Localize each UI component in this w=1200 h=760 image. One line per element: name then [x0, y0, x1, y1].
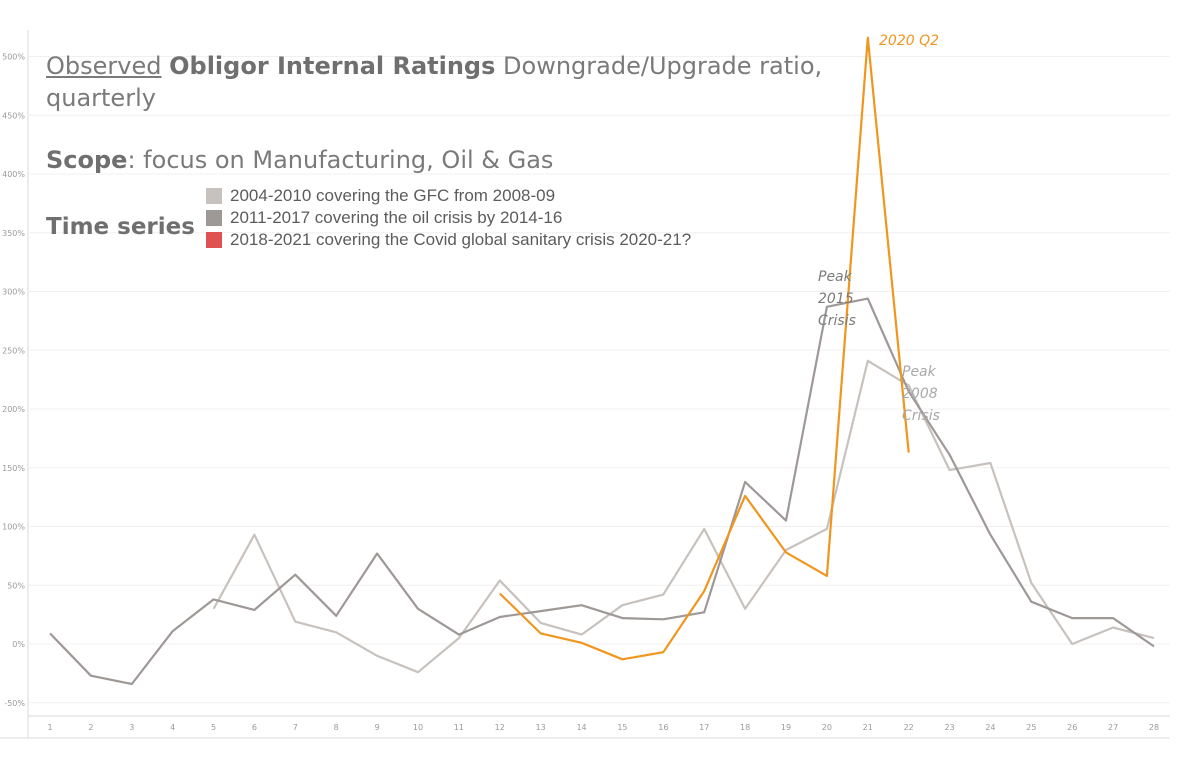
x-tick-label: 25	[1026, 723, 1036, 732]
x-tick-label: 3	[129, 723, 134, 732]
annotation-peak-2008: Peak 2008 Crisis	[902, 361, 940, 427]
y-tick-label: 450%	[2, 111, 25, 120]
legend-swatch-2004-2010	[206, 188, 222, 204]
x-tick-label: 18	[740, 723, 750, 732]
y-tick-label: 250%	[2, 346, 25, 355]
x-tick-label: 27	[1108, 723, 1118, 732]
x-tick-label: 12	[495, 723, 505, 732]
series-line-0	[212, 359, 1155, 674]
legend-swatch-2018-2021	[206, 232, 222, 248]
legend-title: Time series	[46, 214, 195, 240]
x-tick-label: 4	[170, 723, 175, 732]
scope-desc: : focus on Manufacturing, Oil & Gas	[127, 146, 554, 174]
x-tick-label: 11	[454, 723, 464, 732]
y-tick-label: 400%	[2, 170, 25, 179]
y-tick-label: 50%	[7, 581, 25, 590]
title-observed: Observed	[46, 52, 162, 80]
annotation-peak-2015-line3: Crisis	[818, 313, 856, 329]
x-tick-label: 19	[781, 723, 791, 732]
annotation-peak-2008-line3: Crisis	[902, 408, 940, 424]
annotation-peak-2015: Peak 2015 Crisis	[818, 266, 856, 332]
y-tick-label: 100%	[2, 523, 25, 532]
title-rest: Downgrade/Upgrade ratio,	[503, 52, 823, 80]
y-tick-label: -50%	[4, 699, 25, 708]
y-tick-label: 150%	[2, 464, 25, 473]
x-tick-label: 9	[375, 723, 380, 732]
legend-label-2011-2017: 2011-2017 covering the oil crisis by 201…	[230, 208, 563, 227]
x-tick-label: 1	[47, 723, 52, 732]
series-line-1	[49, 297, 1155, 686]
y-tick-label: 200%	[2, 405, 25, 414]
x-tick-label: 23	[944, 723, 954, 732]
legend-item-2011-2017: 2011-2017 covering the oil crisis by 201…	[206, 207, 691, 229]
y-tick-label: 0%	[12, 640, 25, 649]
x-tick-label: 24	[985, 723, 995, 732]
x-tick-label: 10	[413, 723, 423, 732]
x-tick-label: 21	[863, 723, 873, 732]
y-tick-label: 350%	[2, 229, 25, 238]
x-tick-label: 22	[904, 723, 914, 732]
scope-text: Scope: focus on Manufacturing, Oil & Gas	[46, 146, 553, 174]
x-tick-label: 6	[252, 723, 257, 732]
y-tick-label: 300%	[2, 288, 25, 297]
annotation-2020-q2: 2020 Q2	[879, 33, 940, 49]
x-tick-label: 26	[1067, 723, 1077, 732]
x-tick-label: 2	[88, 723, 93, 732]
scope-label: Scope	[46, 146, 128, 174]
title-bold: Obligor Internal Ratings	[169, 52, 496, 80]
annotation-peak-2015-line1: Peak	[818, 269, 852, 285]
series-line-2	[499, 36, 910, 661]
x-tick-label: 20	[822, 723, 832, 732]
x-tick-label: 16	[658, 723, 668, 732]
x-tick-label: 14	[576, 723, 586, 732]
legend-item-2004-2010: 2004-2010 covering the GFC from 2008-09	[206, 185, 691, 207]
legend-label-2004-2010: 2004-2010 covering the GFC from 2008-09	[230, 186, 556, 205]
annotation-peak-2008-line2: 2008	[902, 386, 938, 402]
y-tick-label: 500%	[2, 53, 25, 62]
legend-swatch-2011-2017	[206, 210, 222, 226]
x-tick-label: 5	[211, 723, 216, 732]
title-line2: quarterly	[46, 84, 156, 112]
x-tick-label: 28	[1149, 723, 1159, 732]
annotation-peak-2008-line1: Peak	[902, 364, 936, 380]
x-tick-label: 13	[536, 723, 546, 732]
x-tick-label: 17	[699, 723, 709, 732]
legend-label-2018-2021: 2018-2021 covering the Covid global sani…	[230, 230, 692, 249]
chart-title: Observed Obligor Internal Ratings Downgr…	[46, 50, 846, 114]
annotation-peak-2015-line2: 2015	[818, 291, 854, 307]
x-tick-label: 15	[617, 723, 627, 732]
legend-item-2018-2021: 2018-2021 covering the Covid global sani…	[206, 229, 691, 251]
legend: 2004-2010 covering the GFC from 2008-09 …	[206, 185, 691, 251]
x-tick-label: 8	[334, 723, 339, 732]
x-tick-label: 7	[293, 723, 298, 732]
